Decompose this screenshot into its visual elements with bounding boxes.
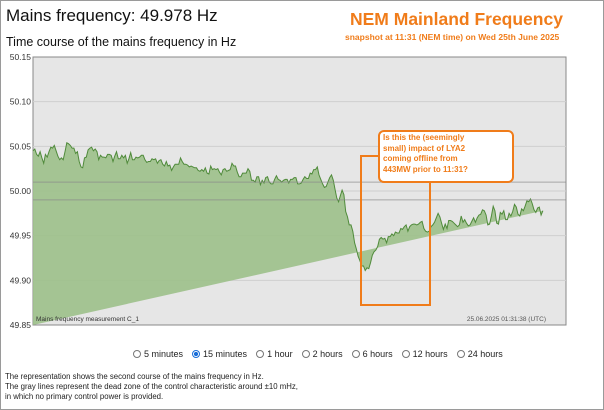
radio-button[interactable]: [301, 350, 310, 358]
page-title: Mains frequency: 49.978 Hz: [6, 6, 218, 25]
option-label: 2 hours: [312, 349, 343, 359]
y-tick-label: 50.15: [10, 52, 32, 62]
chart-subtitle: Time course of the mains frequency in Hz: [6, 35, 237, 49]
frequency-chart: 50.15 50.10 50.05 50.00 49.95 49.90 49.85 Mains…: [10, 52, 567, 330]
option-label: 24 hours: [467, 349, 503, 359]
y-tick-label: 49.90: [10, 275, 32, 285]
option-2-hours[interactable]: 2 hours: [301, 349, 343, 359]
option-12-hours[interactable]: 12 hours: [401, 349, 448, 359]
nem-annotation-subtitle: snapshot at 11:31 (NEM time) on Wed 25th…: [345, 32, 560, 42]
option-label: 6 hours: [362, 349, 393, 359]
radio-button[interactable]: [456, 350, 465, 358]
option-label: 1 hour: [267, 349, 293, 359]
y-tick-label: 49.95: [10, 231, 32, 241]
callout-line: 443MW prior to 11:31?: [383, 164, 468, 174]
frequency-line: [32, 142, 544, 272]
option-label: 12 hours: [412, 349, 448, 359]
timestamp-label: 25.06.2025 01:31:38 (UTC): [467, 316, 546, 323]
option-5-minutes[interactable]: 5 minutes: [133, 349, 183, 359]
radio-button[interactable]: [256, 350, 265, 358]
option-label: 5 minutes: [144, 349, 184, 359]
callout-text: Is this the (seemingly small) impact of …: [383, 133, 509, 175]
y-tick-label: 49.85: [10, 320, 32, 330]
chart-description: The representation shows the second cour…: [5, 372, 298, 402]
y-tick-label: 50.05: [10, 141, 32, 151]
option-label: 15 minutes: [203, 349, 248, 359]
option-15-minutes[interactable]: 15 minutes: [192, 349, 247, 359]
frequency-area: [33, 142, 543, 325]
nem-annotation-title: NEM Mainland Frequency: [350, 9, 563, 29]
radio-button[interactable]: [133, 350, 141, 358]
description-line: The representation shows the second cour…: [5, 372, 264, 381]
callout-line: Is this the (seemingly: [383, 133, 465, 142]
callout-line: coming offline from: [383, 154, 458, 163]
callout-box: [378, 130, 514, 183]
option-24-hours[interactable]: 24 hours: [456, 349, 503, 359]
y-tick-label: 50.10: [10, 97, 32, 107]
callout-line: small) impact of LYA2: [383, 143, 466, 153]
description-line: The gray lines represent the dead zone o…: [5, 382, 298, 391]
option-1-hour[interactable]: 1 hour: [256, 349, 293, 359]
series-label: Mains frequency measurement C_1: [36, 316, 139, 323]
radio-button[interactable]: [351, 350, 360, 358]
description-line: in which no primary control power is pro…: [5, 392, 164, 401]
time-range-options: 5 minutes 15 minutes 1 hour 2 hours 6 ho…: [133, 349, 512, 359]
radio-button[interactable]: [401, 350, 410, 358]
y-tick-label: 50.00: [10, 186, 32, 196]
radio-button-selected[interactable]: [192, 350, 201, 358]
option-6-hours[interactable]: 6 hours: [351, 349, 393, 359]
